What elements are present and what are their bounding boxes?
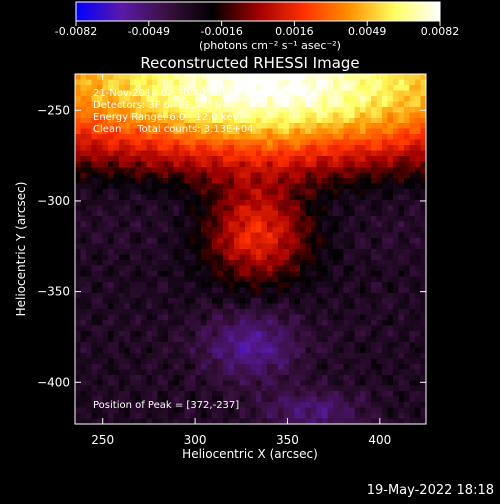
y-tick-label: −250 bbox=[37, 103, 70, 117]
overlay-time-range: 21-Nov-2014 02:30:40.000 to 02:36:40.000 bbox=[93, 88, 312, 99]
colorbar-tick-label: -0.0016 bbox=[200, 25, 242, 38]
chart-title: Reconstructed RHESSI Image bbox=[140, 54, 359, 72]
overlay-energy-range: Energy Range: 6.0 - 12.0 keV bbox=[93, 112, 239, 123]
colorbar-tick-label: -0.0082 bbox=[55, 25, 97, 38]
y-tick-label: −350 bbox=[37, 285, 70, 299]
heatmap-image bbox=[75, 74, 426, 424]
colorbar-tick-label: 0.0016 bbox=[275, 25, 314, 38]
x-tick-label: 350 bbox=[276, 433, 299, 447]
x-tick-label: 250 bbox=[91, 433, 114, 447]
colorbar-tick-label: -0.0049 bbox=[128, 25, 170, 38]
overlay-clean-counts: Clean Total counts: 3.13E+04 bbox=[93, 124, 253, 135]
x-axis-label: Heliocentric X (arcsec) bbox=[182, 447, 318, 461]
y-axis-label: Heliocentric Y (arcsec) bbox=[14, 182, 28, 317]
x-tick-label: 400 bbox=[368, 433, 391, 447]
overlay-detectors: Detectors: 3F 6F 9F, Att 0 bbox=[93, 100, 221, 111]
y-tick-label: −400 bbox=[37, 375, 70, 389]
overlay-peak-position: Position of Peak = [372,-237] bbox=[93, 400, 239, 411]
plot-frame bbox=[74, 73, 427, 425]
colorbar-unit-label: (photons cm⁻² s⁻¹ asec⁻²) bbox=[199, 39, 341, 52]
x-tick-label: 300 bbox=[184, 433, 207, 447]
colorbar-tick-label: 0.0082 bbox=[421, 25, 460, 38]
footer-timestamp: 19-May-2022 18:18 bbox=[367, 483, 494, 498]
colorbar-tick-label: 0.0049 bbox=[348, 25, 387, 38]
y-axis-ticks: −250 −300 −350 −400 bbox=[37, 103, 426, 389]
colorbar bbox=[75, 1, 441, 22]
colorbar-ticks: -0.0082 -0.0049 -0.0016 0.0016 0.0049 0.0082 bbox=[55, 21, 459, 38]
x-axis-ticks: 250 300 350 400 bbox=[91, 74, 391, 447]
y-tick-label: −300 bbox=[37, 194, 70, 208]
